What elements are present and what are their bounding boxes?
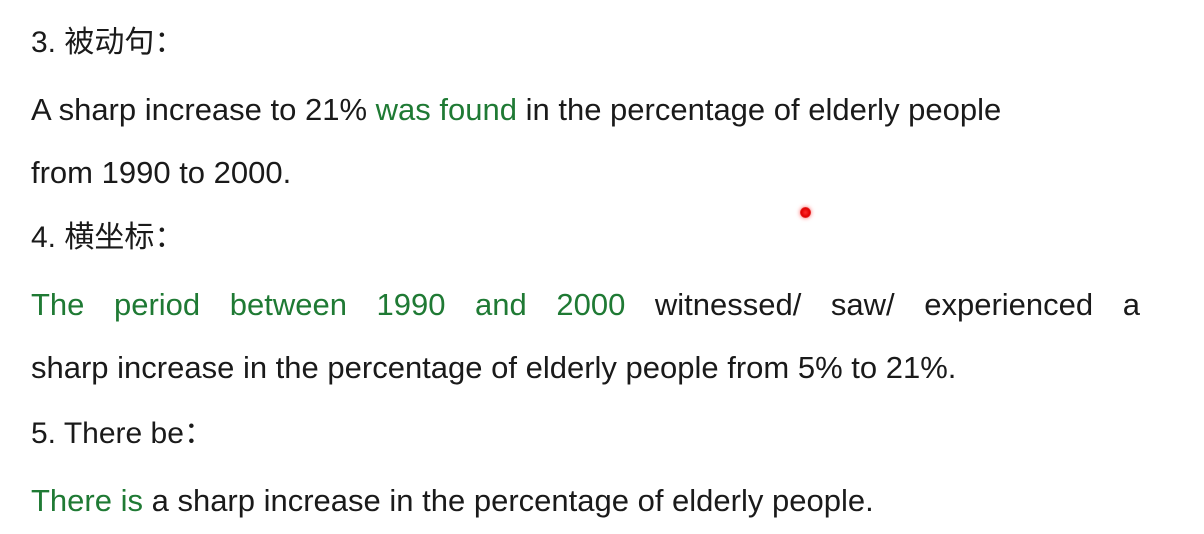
example-text: A sharp increase to 21% [31,92,376,127]
heading-there-be-text: 5. There be： [31,417,214,450]
heading-passive-voice-text: 3. 被动句： [31,26,185,59]
example-there-be-line-1: There is a sharp increase in the percent… [31,483,1143,519]
example-text: sharp increase in the percentage of elde… [31,350,957,385]
example-text: a sharp increase in the percentage of el… [142,483,874,518]
highlight-word: between [229,287,347,322]
example-text: in the percentage of elderly people [516,92,1002,127]
example-word: a [1122,287,1140,322]
example-word: saw/ [830,287,895,322]
example-x-axis-line-1: The period between 1990 and 2000 witnessed/saw… [31,287,1140,323]
example-text: from 1990 to 2000. [31,155,292,190]
highlight-word: 1990 [376,287,446,322]
heading-x-axis-text: 4. 横坐标： [31,221,185,254]
laser-pointer-dot [800,207,811,218]
highlight-word: 2000 [556,287,626,322]
highlight-phrase: There is [31,483,143,518]
heading-x-axis: 4. 横坐标： [31,220,1143,256]
example-word: experienced [924,287,1094,322]
highlight-word: The [31,287,85,322]
heading-there-be: 5. There be： [31,416,1143,452]
heading-passive-voice: 3. 被动句： [31,25,1143,61]
highlight-word: period [113,287,201,322]
example-passive-line-2: from 1990 to 2000. [31,155,1143,191]
example-x-axis-line-2: sharp increase in the percentage of elde… [31,350,1143,386]
example-passive-line-1: A sharp increase to 21% was found in the… [31,92,1143,128]
example-word: witnessed/ [654,287,802,322]
highlight-word: and [475,287,527,322]
highlight-phrase: was found [375,92,517,127]
